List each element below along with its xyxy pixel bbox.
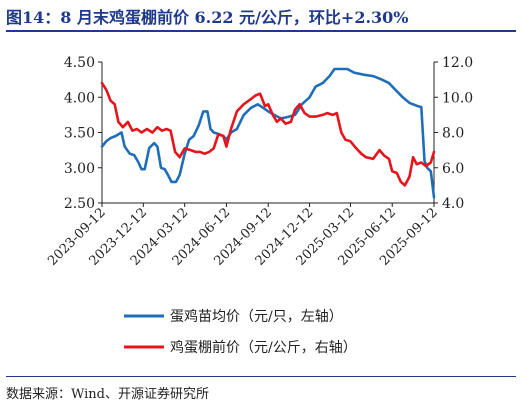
y-right-tick-label: 12.0	[442, 55, 473, 71]
y-right-tick-label: 4.0	[442, 196, 464, 212]
legend-label: 蛋鸡苗均价（元/只，左轴）	[170, 308, 343, 325]
footer-divider	[6, 376, 516, 377]
y-left-tick-label: 2.50	[64, 196, 95, 212]
series-line-chick-price	[100, 67, 436, 199]
y-right-tick-label: 10.0	[442, 90, 473, 106]
series-line-egg-price	[100, 81, 436, 187]
y-left-tick-label: 3.50	[64, 126, 95, 142]
source-note: 数据来源：Wind、开源证券研究所	[6, 387, 209, 402]
y-right-tick-label: 6.0	[442, 161, 464, 177]
legend-label: 鸡蛋棚前价（元/公斤，右轴）	[170, 339, 357, 356]
y-left-tick-label: 4.00	[64, 90, 95, 106]
y-left-tick-label: 3.00	[64, 161, 95, 177]
y-left-tick-label: 4.50	[64, 55, 95, 71]
y-right-tick-label: 8.0	[442, 126, 464, 142]
title-divider	[6, 30, 516, 32]
chart-title: 图14：8 月末鸡蛋棚前价 6.22 元/公斤，环比+2.30%	[6, 8, 409, 27]
